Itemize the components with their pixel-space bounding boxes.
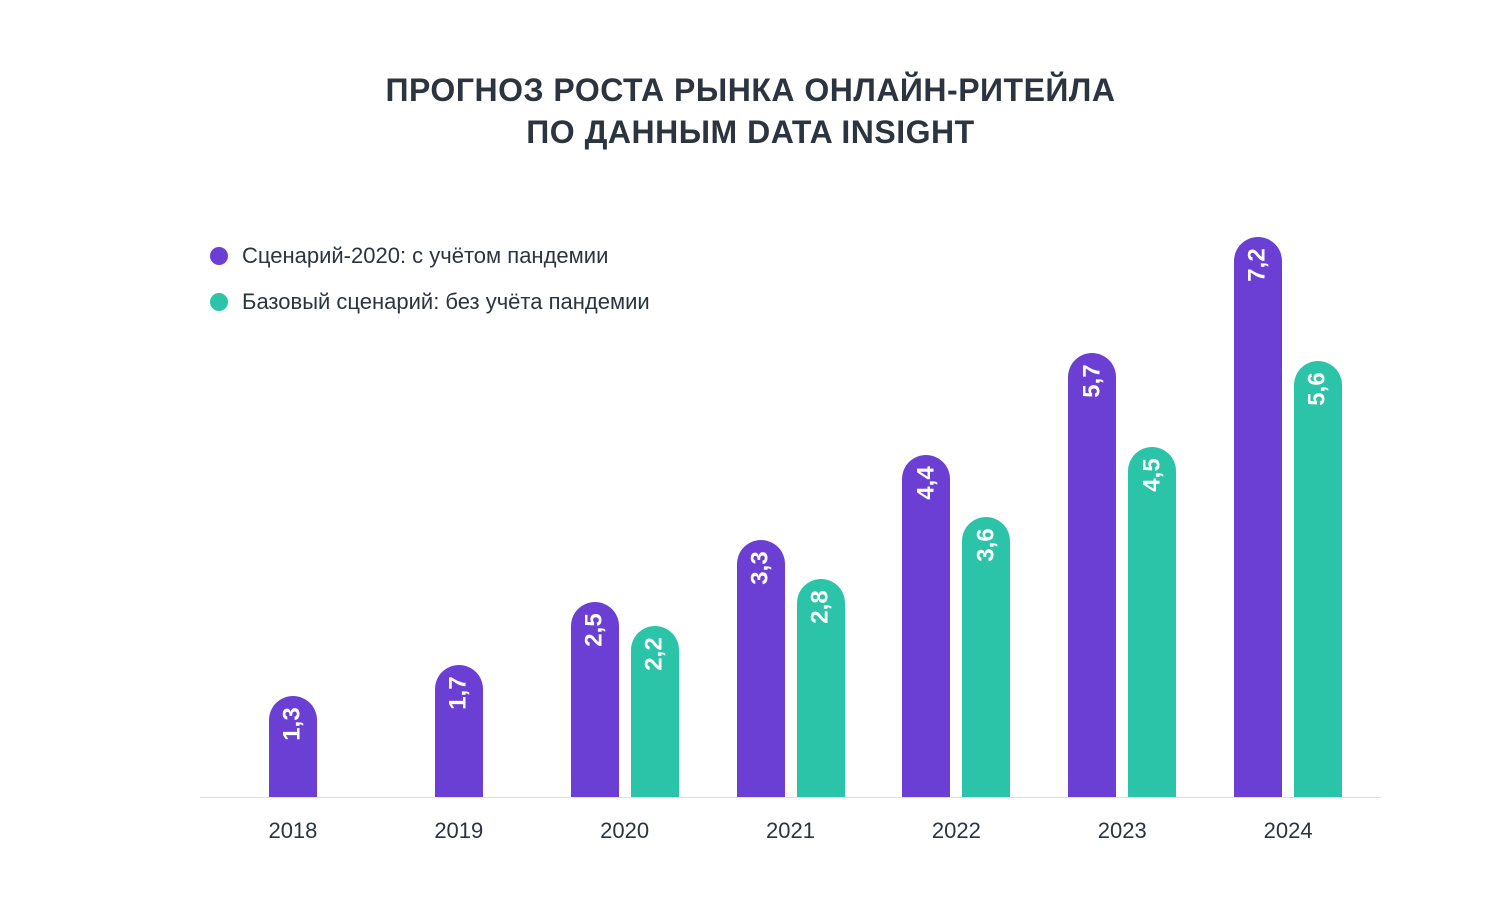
chart-title: ПРОГНОЗ РОСТА РЫНКА ОНЛАЙН-РИТЕЙЛА ПО ДА… xyxy=(80,70,1421,153)
chart-container: ПРОГНОЗ РОСТА РЫНКА ОНЛАЙН-РИТЕЙЛА ПО ДА… xyxy=(0,0,1501,904)
bar-value-label: 7,2 xyxy=(1244,248,1272,281)
legend-item-base_scenario: Базовый сценарий: без учёта пандемии xyxy=(210,289,650,315)
legend-label: Сценарий-2020: с учётом пандемии xyxy=(242,243,608,269)
bar-value-label: 5,7 xyxy=(1078,365,1106,398)
bar-base_scenario-2020: 2,2 xyxy=(631,626,679,797)
bar-scenario_2020-2024: 7,2 xyxy=(1234,237,1282,797)
bar-value-label: 4,5 xyxy=(1138,458,1166,491)
bar-scenario_2020-2023: 5,7 xyxy=(1068,353,1116,797)
bar-value-label: 1,3 xyxy=(279,707,307,740)
x-tick-2023: 2023 xyxy=(1039,818,1205,844)
bar-base_scenario-2022: 3,6 xyxy=(962,517,1010,797)
year-group-2024: 7,2 5,6 xyxy=(1205,213,1371,797)
bar-value-label: 2,5 xyxy=(581,614,609,647)
legend-item-scenario_2020: Сценарий-2020: с учётом пандемии xyxy=(210,243,650,269)
year-group-2023: 5,7 4,5 xyxy=(1039,213,1205,797)
bar-base_scenario-2021: 2,8 xyxy=(797,579,845,797)
bar-scenario_2020-2022: 4,4 xyxy=(902,455,950,798)
legend-label: Базовый сценарий: без учёта пандемии xyxy=(242,289,650,315)
x-axis: 2018201920202021202220232024 xyxy=(200,798,1381,844)
bar-scenario_2020-2020: 2,5 xyxy=(571,602,619,797)
year-group-2021: 3,3 2,8 xyxy=(708,213,874,797)
x-tick-2022: 2022 xyxy=(873,818,1039,844)
bar-base_scenario-2023: 4,5 xyxy=(1128,447,1176,797)
bar-value-label: 2,2 xyxy=(641,637,669,670)
bar-base_scenario-2024: 5,6 xyxy=(1294,361,1342,797)
x-tick-2021: 2021 xyxy=(708,818,874,844)
legend-dot-icon xyxy=(210,293,228,311)
bar-value-label: 3,3 xyxy=(747,551,775,584)
chart-body: Сценарий-2020: с учётом пандемии Базовый … xyxy=(80,213,1421,844)
bar-scenario_2020-2019: 1,7 xyxy=(435,665,483,797)
year-group-2022: 4,4 3,6 xyxy=(873,213,1039,797)
bar-scenario_2020-2021: 3,3 xyxy=(737,540,785,797)
x-tick-2018: 2018 xyxy=(210,818,376,844)
x-tick-2020: 2020 xyxy=(542,818,708,844)
bar-value-label: 4,4 xyxy=(912,466,940,499)
title-line-1: ПРОГНОЗ РОСТА РЫНКА ОНЛАЙН-РИТЕЙЛА xyxy=(386,72,1116,108)
x-tick-2019: 2019 xyxy=(376,818,542,844)
legend: Сценарий-2020: с учётом пандемии Базовый … xyxy=(210,243,650,315)
x-tick-2024: 2024 xyxy=(1205,818,1371,844)
bar-value-label: 2,8 xyxy=(807,590,835,623)
legend-dot-icon xyxy=(210,247,228,265)
bar-value-label: 1,7 xyxy=(445,676,473,709)
title-line-2: ПО ДАННЫМ DATA INSIGHT xyxy=(526,114,974,150)
bar-scenario_2020-2018: 1,3 xyxy=(269,696,317,797)
bar-value-label: 5,6 xyxy=(1304,372,1332,405)
bar-value-label: 3,6 xyxy=(972,528,1000,561)
